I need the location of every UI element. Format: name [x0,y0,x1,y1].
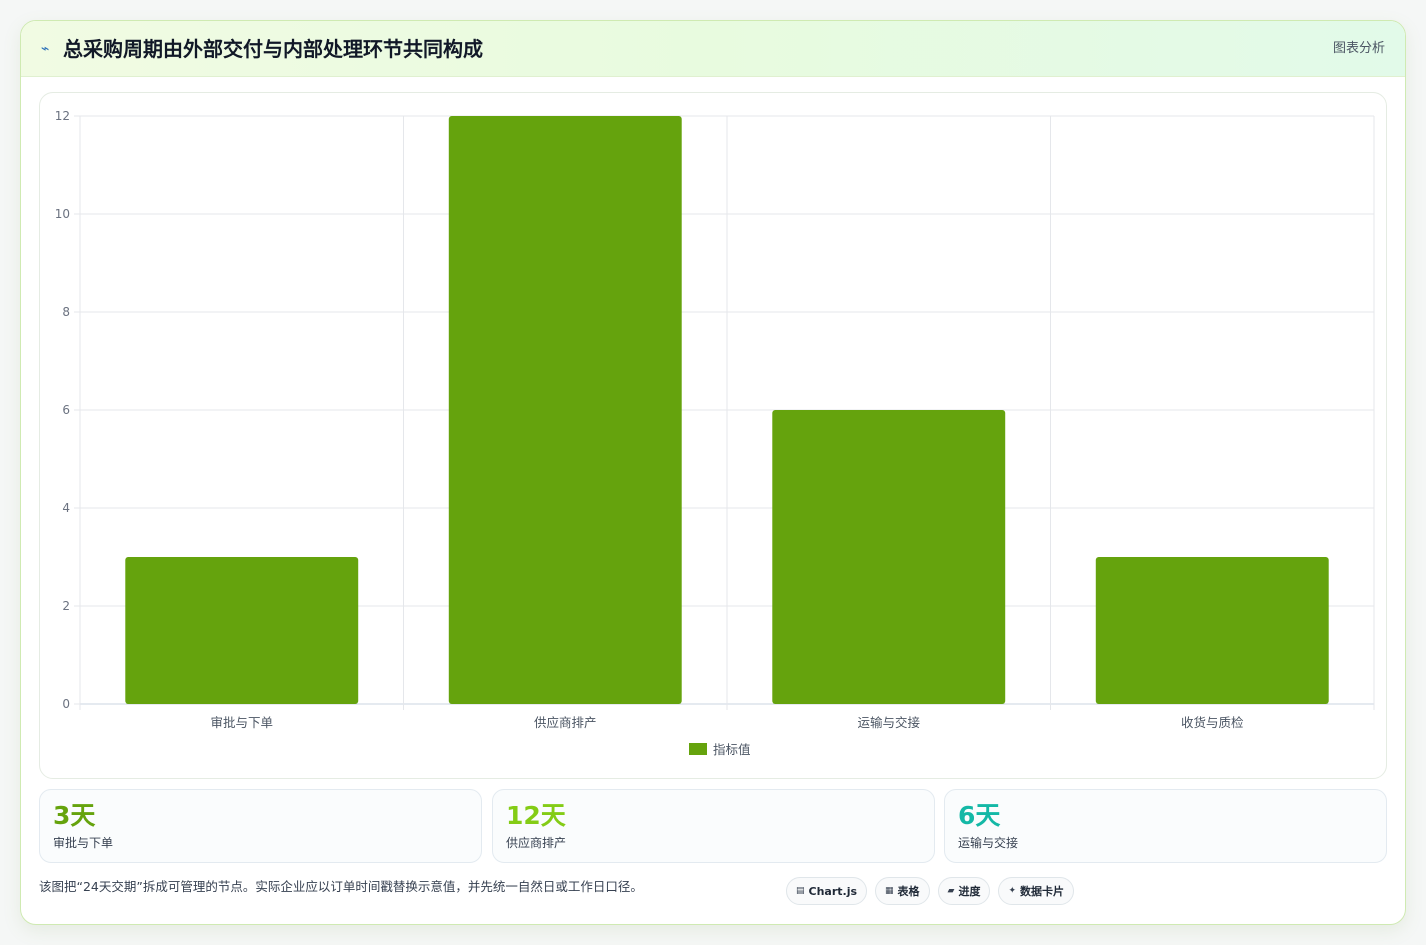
stat-card-transport: 6天 运输与交接 [944,789,1387,863]
pill-data-card[interactable]: ✦ 数据卡片 [998,877,1075,905]
x-tick-label: 收货与质检 [1181,715,1244,730]
stat-label: 审批与下单 [53,836,114,850]
legend-swatch [689,743,707,755]
pill-label: 数据卡片 [1020,885,1065,898]
y-tick-label: 10 [55,207,70,221]
y-tick-label: 4 [62,501,70,515]
stat-label: 运输与交接 [958,836,1019,850]
x-tick-label: 审批与下单 [210,715,273,730]
x-tick-label: 供应商排产 [534,715,597,730]
pill-progress[interactable]: ▰ 进度 [937,877,991,905]
bar [1095,557,1329,704]
pill-chartjs[interactable]: ▤ Chart.js [786,877,868,905]
bar [448,116,682,704]
pill-table[interactable]: ▦ 表格 [875,877,930,905]
footnote: 该图把“24天交期”拆成可管理的节点。实际企业应以订单时间戳替换示意值，并先统一… [39,879,643,894]
stat-value: 12天 [506,801,566,830]
stat-value: 6天 [958,801,1001,830]
page-title: 总采购周期由外部交付与内部处理环节共同构成 [63,37,483,61]
progress-icon: ▰ [947,886,955,896]
chart-panel: 0 2 4 6 8 10 12 审批与下单 供应商排产 运输与交接 收货与质检指标值 [39,92,1387,779]
bar [772,410,1006,704]
x-tick-label: 运输与交接 [857,715,920,730]
header-tag: 图表分析 [1332,41,1385,56]
chart-card: ⌁ 总采购周期由外部交付与内部处理环节共同构成 图表分析 0 2 4 6 8 10 12 审批… [20,20,1406,925]
chart-line-icon: ⌁ [41,41,50,57]
stat-card-approval: 3天 审批与下单 [39,789,482,863]
stat-value: 3天 [53,801,96,830]
chart-icon: ▤ [796,886,805,896]
table-icon: ▦ [885,886,894,896]
pill-label: Chart.js [808,884,858,898]
stat-card-production: 12天 供应商排产 [492,789,935,863]
y-tick-label: 0 [62,697,70,711]
bar [125,557,359,704]
sparkle-icon: ✦ [1008,886,1017,896]
y-tick-label: 12 [55,109,70,123]
y-tick-label: 8 [62,305,70,319]
feature-pills: ▤ Chart.js ▦ 表格 ▰ 进度 ✦ 数据卡片 [786,877,1075,905]
y-tick-label: 2 [62,599,70,613]
y-tick-label: 6 [62,403,70,417]
legend-label: 指标值 [713,742,751,757]
pill-label: 表格 [897,885,920,898]
card-header: ⌁ 总采购周期由外部交付与内部处理环节共同构成 图表分析 [21,21,1405,77]
pill-label: 进度 [958,885,981,898]
stat-label: 供应商排产 [506,836,567,850]
